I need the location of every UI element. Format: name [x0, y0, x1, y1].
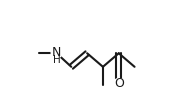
Text: O: O — [114, 76, 124, 89]
Text: H: H — [53, 55, 60, 65]
Circle shape — [114, 79, 123, 88]
Text: N: N — [52, 46, 61, 59]
Circle shape — [51, 48, 62, 59]
